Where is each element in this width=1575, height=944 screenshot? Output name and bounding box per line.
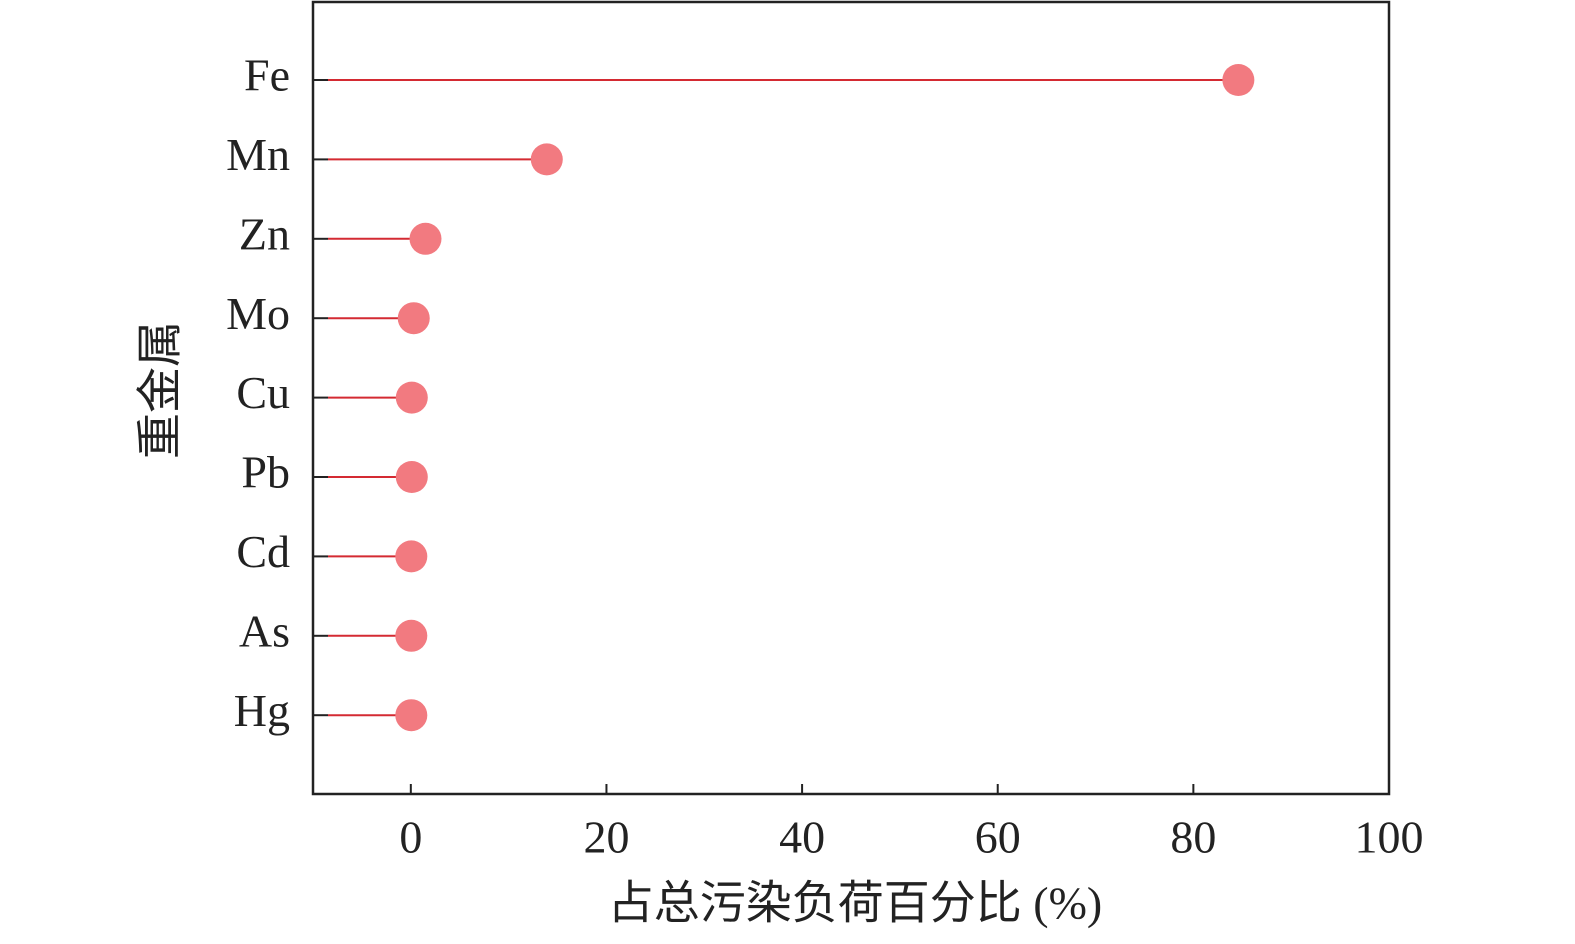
x-tick-label: 100 (1355, 812, 1424, 863)
y-tick-label: Hg (234, 685, 290, 736)
y-tick-label: Fe (244, 50, 290, 101)
x-tick-label: 0 (399, 812, 422, 863)
x-tick-label: 80 (1170, 812, 1216, 863)
y-tick-label: Cd (236, 526, 290, 577)
marker (395, 461, 428, 493)
marker (397, 302, 430, 335)
y-tick-label: Pb (241, 447, 290, 498)
marker (1222, 64, 1255, 96)
x-axis-label: 占总污染负荷百分比 (%) (608, 878, 1102, 929)
marker (395, 619, 428, 652)
plot-frame (311, 0, 1391, 796)
marker (395, 540, 428, 573)
marker (409, 222, 442, 255)
x-tick-label: 20 (583, 812, 629, 863)
y-tick-label: Mo (226, 288, 290, 339)
marker (530, 143, 563, 176)
y-tick-label: Mn (226, 129, 290, 180)
marker (395, 381, 428, 414)
x-tick-label: 60 (975, 812, 1021, 863)
y-axis-label: 重金属 (135, 321, 186, 459)
y-tick-label: Cu (236, 367, 290, 418)
x-tick-label: 40 (779, 812, 825, 863)
y-tick-label: As (239, 605, 290, 656)
marker (395, 699, 428, 732)
y-tick-label: Zn (239, 208, 290, 259)
